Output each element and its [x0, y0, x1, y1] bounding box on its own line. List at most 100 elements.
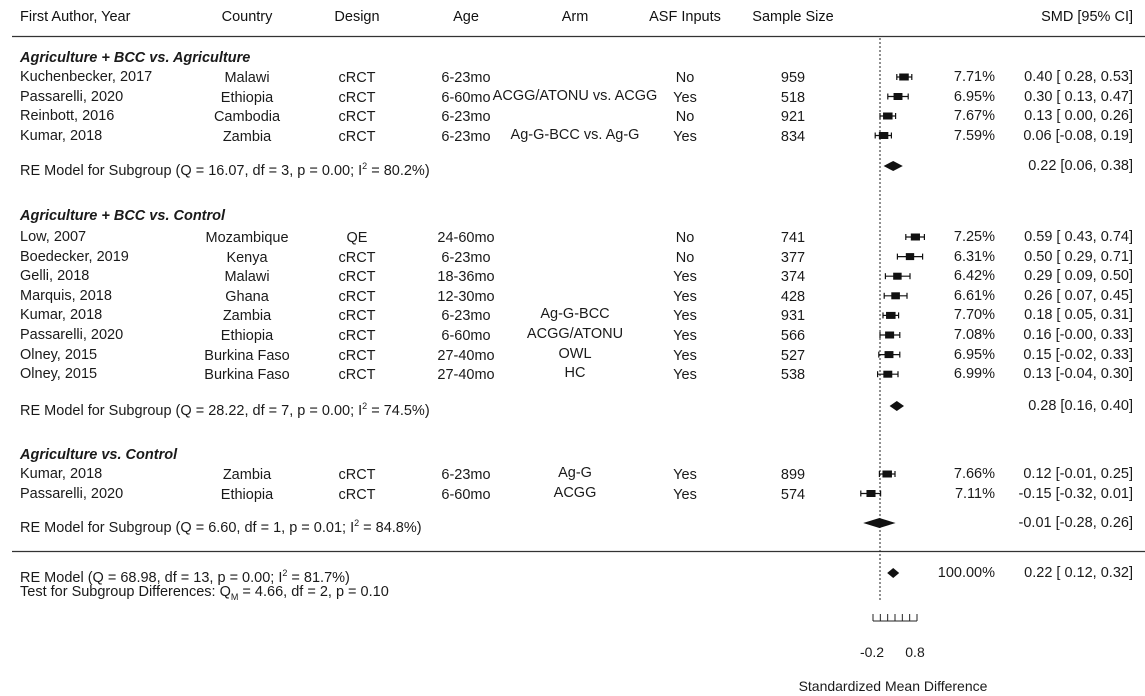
study-sample-size: 374: [780, 269, 806, 286]
study-age: 6-23mo: [441, 109, 491, 125]
study-asf-inputs: Yes: [673, 128, 697, 145]
study-arm: OWL: [558, 345, 592, 362]
study-sample-size: 834: [780, 128, 806, 145]
x-tick-label: -0.2: [860, 644, 884, 660]
study-design: cRCT: [338, 308, 376, 325]
study-age: 6-23mo: [441, 128, 491, 145]
study-smd-ci: 0.40 [ 0.28, 0.53]: [1024, 69, 1133, 85]
study-design: cRCT: [338, 269, 376, 286]
overall-smd-ci: 0.22 [ 0.12, 0.32]: [1024, 565, 1133, 581]
model-stats-prefix: RE Model for Subgroup (Q = 16.07, df = 3…: [20, 162, 363, 179]
study-arm: ACGG/ATONU: [526, 326, 624, 342]
study-design: cRCT: [338, 367, 376, 384]
study-smd-ci: 0.15 [-0.02, 0.33]: [1023, 346, 1133, 363]
study-asf-inputs: Yes: [673, 269, 697, 286]
header-design: Design: [334, 9, 380, 25]
study-smd-ci: 0.16 [-0.00, 0.33]: [1023, 327, 1133, 343]
model-stats-suffix: = 80.2%): [367, 162, 430, 179]
header-smd: SMD [95% CI]: [1041, 9, 1133, 25]
study-age: 6-23mo: [441, 70, 491, 86]
study-smd-ci: 0.26 [ 0.07, 0.45]: [1024, 287, 1133, 304]
study-point-estimate: [878, 132, 889, 139]
study-sample-size: 574: [780, 486, 806, 503]
study-weight: 6.95%: [953, 346, 995, 363]
study-weight: 7.59%: [953, 127, 995, 144]
x-tick-label: 0.8: [905, 644, 925, 660]
study-design: cRCT: [338, 109, 376, 125]
subgroup-difference-test: Test for Subgroup Differences: QM = 4.66…: [20, 583, 389, 606]
study-design: cRCT: [338, 347, 376, 364]
study-smd-ci: 0.29 [ 0.09, 0.50]: [1024, 268, 1133, 285]
study-weight: 6.31%: [953, 248, 995, 265]
study-sample-size: 566: [780, 328, 806, 344]
study-point-estimate: [899, 73, 909, 81]
study-country: Zambia: [222, 308, 272, 325]
header-asf: ASF Inputs: [649, 9, 721, 25]
header-author: First Author, Year: [20, 9, 131, 25]
subgroup-summary-diamond: [883, 161, 903, 171]
header-country: Country: [221, 9, 273, 25]
study-design: cRCT: [338, 288, 376, 305]
study-country: Zambia: [222, 128, 272, 145]
overall-weight: 100.00%: [937, 565, 995, 581]
study-author: Kumar, 2018: [20, 466, 103, 482]
study-design: cRCT: [338, 486, 376, 503]
study-age: 6-23mo: [441, 249, 491, 266]
overall-stats-suffix: = 81.7%): [287, 569, 350, 586]
study-country: Malawi: [224, 70, 270, 86]
subgroup-summary-diamond: [889, 401, 904, 411]
study-smd-ci: 0.59 [ 0.43, 0.74]: [1024, 229, 1133, 245]
study-sample-size: 538: [780, 367, 806, 384]
study-asf-inputs: No: [675, 249, 695, 266]
overall-summary-diamond: [887, 568, 900, 578]
study-design: cRCT: [338, 467, 376, 483]
study-age: 12-30mo: [437, 288, 495, 305]
study-asf-inputs: No: [675, 230, 695, 246]
study-author: Kumar, 2018: [20, 127, 103, 144]
study-author: Olney, 2015: [20, 346, 98, 363]
study-arm: Ag-G-BCC vs. Ag-G: [510, 126, 640, 143]
study-sample-size: 931: [780, 308, 806, 325]
model-stats-prefix: RE Model for Subgroup (Q = 28.22, df = 7…: [20, 402, 363, 419]
study-asf-inputs: Yes: [673, 347, 697, 364]
study-design: cRCT: [338, 70, 376, 86]
i-squared-superscript: 2: [354, 518, 360, 528]
study-weight: 6.42%: [953, 268, 995, 285]
study-smd-ci: -0.15 [-0.32, 0.01]: [1018, 485, 1133, 502]
study-weight: 6.95%: [953, 88, 995, 105]
x-axis-title: Standardized Mean Difference: [799, 678, 988, 694]
study-point-estimate: [886, 311, 896, 319]
study-age: 6-23mo: [441, 467, 491, 483]
study-sample-size: 377: [780, 249, 806, 266]
study-sample-size: 518: [780, 89, 806, 106]
subgroup-model-stats: RE Model for Subgroup (Q = 6.60, df = 1,…: [20, 514, 422, 537]
study-sample-size: 959: [780, 70, 806, 86]
study-asf-inputs: Yes: [673, 328, 697, 344]
study-design: cRCT: [338, 249, 376, 266]
i-squared-superscript: 2: [282, 568, 288, 578]
study-asf-inputs: Yes: [673, 308, 697, 325]
study-asf-inputs: Yes: [673, 288, 697, 305]
study-country: Burkina Faso: [204, 367, 290, 384]
model-stats-suffix: = 84.8%): [359, 519, 422, 536]
study-asf-inputs: Yes: [673, 467, 697, 483]
study-author: Passarelli, 2020: [20, 88, 124, 105]
study-point-estimate: [891, 292, 900, 300]
study-author: Boedecker, 2019: [20, 248, 129, 265]
study-arm: HC: [564, 365, 586, 382]
study-design: cRCT: [338, 128, 376, 145]
study-country: Malawi: [224, 269, 270, 286]
study-weight: 7.70%: [953, 307, 995, 324]
subgroup-title: Agriculture + BCC vs. Agriculture: [20, 50, 251, 66]
i-squared-superscript: 2: [362, 401, 368, 411]
study-arm: ACGG: [553, 484, 597, 501]
study-sample-size: 527: [780, 347, 806, 364]
study-point-estimate: [882, 470, 892, 478]
study-smd-ci: 0.50 [ 0.29, 0.71]: [1024, 248, 1133, 265]
study-age: 27-40mo: [437, 367, 495, 384]
subgroup-title: Agriculture vs. Control: [20, 447, 178, 463]
study-author: Kumar, 2018: [20, 307, 103, 324]
study-asf-inputs: Yes: [673, 367, 697, 384]
study-point-estimate: [885, 331, 895, 339]
